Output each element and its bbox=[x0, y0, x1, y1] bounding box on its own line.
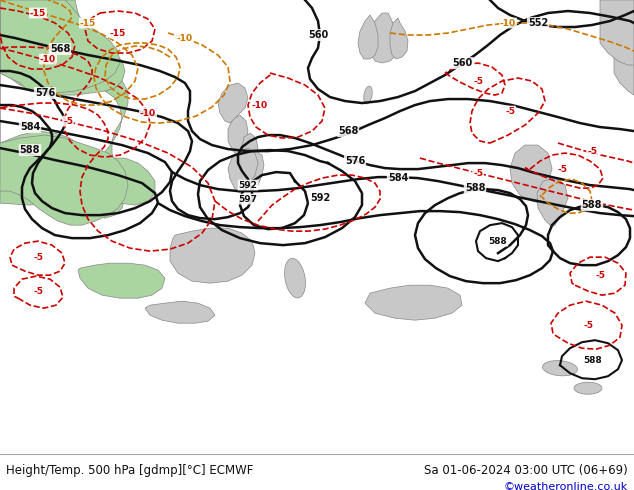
Text: 584: 584 bbox=[388, 173, 408, 183]
Text: -5: -5 bbox=[587, 147, 597, 156]
Polygon shape bbox=[78, 263, 165, 298]
Polygon shape bbox=[0, 0, 120, 93]
Polygon shape bbox=[537, 178, 568, 227]
Text: -15: -15 bbox=[30, 8, 46, 18]
Text: 568: 568 bbox=[338, 126, 358, 136]
Text: -5: -5 bbox=[583, 320, 593, 330]
Polygon shape bbox=[242, 133, 258, 168]
Polygon shape bbox=[0, 0, 128, 225]
Text: Sa 01-06-2024 03:00 UTC (06+69): Sa 01-06-2024 03:00 UTC (06+69) bbox=[424, 464, 628, 477]
Text: 560: 560 bbox=[452, 58, 472, 68]
Text: -5: -5 bbox=[33, 287, 43, 295]
Ellipse shape bbox=[574, 382, 602, 394]
Text: -5: -5 bbox=[595, 270, 605, 280]
Text: Height/Temp. 500 hPa [gdmp][°C] ECMWF: Height/Temp. 500 hPa [gdmp][°C] ECMWF bbox=[6, 464, 254, 477]
Text: 592: 592 bbox=[238, 181, 257, 190]
Polygon shape bbox=[170, 228, 255, 283]
Text: -5: -5 bbox=[473, 169, 483, 177]
Text: -10: -10 bbox=[252, 100, 268, 110]
Text: -5: -5 bbox=[63, 117, 73, 125]
Text: -10: -10 bbox=[500, 19, 516, 27]
Text: 560: 560 bbox=[308, 30, 328, 40]
Polygon shape bbox=[80, 158, 155, 205]
Text: -10: -10 bbox=[177, 33, 193, 43]
Polygon shape bbox=[228, 115, 248, 155]
Text: 588: 588 bbox=[20, 145, 40, 155]
Polygon shape bbox=[368, 13, 398, 63]
Ellipse shape bbox=[364, 86, 372, 104]
Polygon shape bbox=[85, 81, 128, 218]
Text: -15: -15 bbox=[80, 19, 96, 27]
Text: -5: -5 bbox=[33, 253, 43, 262]
Text: 584: 584 bbox=[20, 122, 40, 132]
Polygon shape bbox=[510, 145, 552, 203]
Text: 592: 592 bbox=[310, 193, 330, 203]
Text: -10: -10 bbox=[40, 54, 56, 64]
Text: -10: -10 bbox=[140, 109, 156, 118]
Text: -5: -5 bbox=[505, 106, 515, 116]
Polygon shape bbox=[614, 0, 634, 95]
Polygon shape bbox=[228, 148, 258, 193]
Polygon shape bbox=[600, 0, 634, 65]
Text: 588: 588 bbox=[582, 200, 602, 210]
Text: -5: -5 bbox=[558, 165, 568, 173]
Text: 588: 588 bbox=[489, 237, 507, 245]
Text: 552: 552 bbox=[528, 18, 548, 28]
Text: 576: 576 bbox=[35, 88, 55, 98]
Ellipse shape bbox=[285, 258, 306, 298]
Text: 597: 597 bbox=[238, 195, 257, 204]
Text: 588: 588 bbox=[465, 183, 485, 193]
Text: 568: 568 bbox=[50, 44, 70, 54]
Polygon shape bbox=[0, 131, 100, 205]
Polygon shape bbox=[248, 151, 264, 185]
Polygon shape bbox=[218, 83, 248, 123]
Polygon shape bbox=[358, 15, 378, 59]
Polygon shape bbox=[365, 285, 462, 320]
Ellipse shape bbox=[543, 361, 578, 376]
Text: 576: 576 bbox=[345, 156, 365, 166]
Text: -15: -15 bbox=[110, 28, 126, 38]
Text: 588: 588 bbox=[584, 356, 602, 365]
Polygon shape bbox=[145, 301, 215, 323]
Polygon shape bbox=[0, 0, 125, 95]
Polygon shape bbox=[390, 18, 408, 59]
Text: -5: -5 bbox=[473, 76, 483, 86]
Text: ©weatheronline.co.uk: ©weatheronline.co.uk bbox=[504, 482, 628, 490]
